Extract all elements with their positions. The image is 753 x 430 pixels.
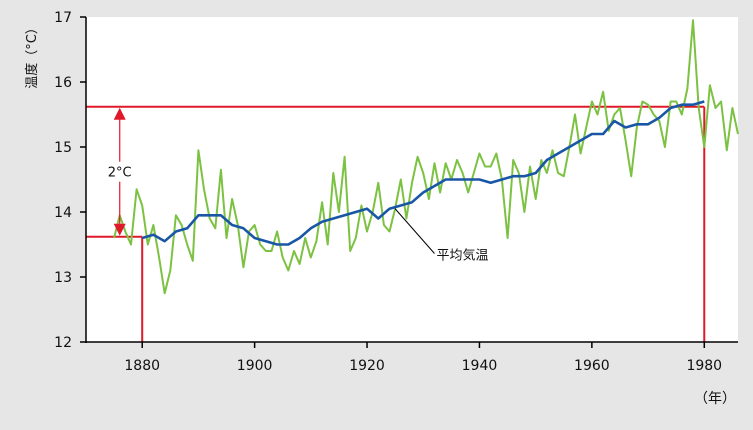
y-tick-label: 15 [54, 140, 72, 156]
y-axis-title: 温度（°C） [24, 21, 40, 89]
y-tick-label: 16 [54, 75, 72, 91]
x-tick-label: 1920 [349, 358, 385, 374]
annotations: 2°C 平均気温 [101, 107, 488, 264]
y-tick-label: 12 [54, 335, 72, 351]
x-tick-label: 1880 [124, 358, 160, 374]
diff-arrow-head-up [113, 107, 126, 120]
diff-label: 2°C [108, 166, 132, 181]
series-layer [113, 19, 739, 295]
y-tick-label: 13 [54, 270, 72, 286]
annual-temperature-line [113, 19, 739, 295]
x-tick-label: 1900 [237, 358, 273, 374]
y-tick-label: 14 [54, 205, 72, 221]
axes: 12 13 14 15 16 17 1880 1900 1920 1940 1960 1980 [54, 10, 738, 374]
diff-arrow-head-down [113, 223, 126, 236]
series-label-pointer [394, 208, 435, 254]
x-tick-label: 1960 [574, 358, 610, 374]
series-label: 平均気温 [436, 248, 488, 264]
y-tick-label: 17 [54, 10, 72, 26]
x-axis-unit: （年） [694, 391, 736, 407]
x-tick-label: 1940 [462, 358, 498, 374]
diff-label-bg [101, 161, 138, 182]
x-tick-label: 1980 [686, 358, 722, 374]
average-temperature-line [141, 100, 705, 246]
